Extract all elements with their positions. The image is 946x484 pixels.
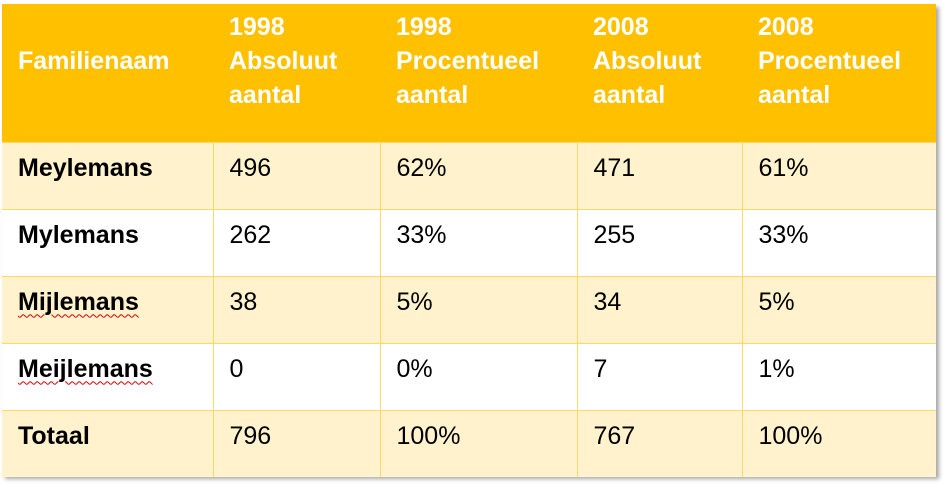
header-line: aantal [396, 81, 469, 109]
cell-text: 61% [758, 153, 809, 182]
cell-text: 471 [593, 153, 636, 182]
cell-text: Mylemans [18, 220, 139, 249]
row-label: Mylemans [2, 208, 213, 276]
header-line: aantal [229, 81, 302, 109]
header-line: Familienaam [18, 47, 170, 75]
cell-text: Meylemans [18, 153, 153, 182]
cell: 1% [741, 342, 936, 410]
cell: 33% [741, 208, 936, 276]
cell: 38 [212, 275, 380, 343]
row-label: Mijlemans [2, 275, 213, 343]
cell: 5% [379, 275, 577, 343]
cell: 5% [741, 275, 936, 343]
cell-text: 1% [758, 354, 795, 383]
cell-text: Totaal [18, 421, 90, 450]
cell-text: 33% [758, 220, 809, 249]
header-line: Procentueel [396, 47, 540, 75]
cell: 33% [379, 208, 577, 276]
cell-text: 767 [593, 421, 636, 450]
cell: 796 [212, 409, 380, 477]
cell: 471 [576, 141, 742, 209]
header-cell: 1998 Absoluut aantal [213, 4, 380, 142]
cell-text: 100% [396, 421, 461, 450]
header-line: 1998 [229, 13, 285, 41]
cell: 0 [212, 342, 380, 410]
row-label: Meijlemans [2, 342, 213, 410]
header-cell: 1998 Procentueel aantal [380, 4, 577, 142]
cell: 255 [576, 208, 742, 276]
header-line: Absoluut [229, 47, 338, 75]
table-row: Mijlemans 38 5% 34 5% [2, 275, 936, 343]
header-line: 2008 [758, 13, 814, 41]
row-label: Totaal [2, 409, 213, 477]
header-line: Procentueel [758, 47, 902, 75]
table-row: Totaal 796 100% 767 100% [2, 409, 936, 477]
cell-text: 5% [396, 287, 433, 316]
cell: 496 [212, 141, 380, 209]
cell: 100% [741, 409, 936, 477]
data-table: Familienaam 1998 Absoluut aantal 1998 Procent… [2, 4, 936, 477]
table-frame: Familienaam 1998 Absoluut aantal 1998 Procent… [2, 4, 936, 477]
cell-text: 7 [593, 354, 608, 383]
cell-text: 34 [593, 287, 622, 316]
cell-text: 796 [229, 421, 272, 450]
cell-text: 5% [758, 287, 795, 316]
cell: 0% [379, 342, 577, 410]
cell: 61% [741, 141, 936, 209]
header-row: Familienaam 1998 Absoluut aantal 1998 Procent… [2, 4, 936, 142]
cell: 62% [379, 141, 577, 209]
cell-text: 38 [229, 287, 258, 316]
table-body: Meylemans 496 62% 471 61% Mylemans 262 33% 255 33… [2, 141, 936, 477]
cell-text: Mijlemans [18, 287, 139, 316]
cell-text: 255 [593, 220, 636, 249]
cell-text: Meijlemans [18, 354, 153, 383]
cell-text: 62% [396, 153, 447, 182]
cell-text: 100% [758, 421, 823, 450]
header-line: aantal [758, 81, 831, 109]
cell: 767 [576, 409, 742, 477]
header-line: aantal [593, 81, 666, 109]
cell: 262 [212, 208, 380, 276]
cell-text: 0% [396, 354, 433, 383]
header-cell: Familienaam [2, 4, 213, 142]
cell-text: 33% [396, 220, 447, 249]
header-line: 2008 [593, 13, 649, 41]
cell-text: 496 [229, 153, 272, 182]
table-row: Meijlemans 0 0% 7 1% [2, 342, 936, 410]
cell: 34 [576, 275, 742, 343]
cell-text: 262 [229, 220, 272, 249]
cell: 100% [379, 409, 577, 477]
header-line: 1998 [396, 13, 452, 41]
header-cell: 2008 Absoluut aantal [577, 4, 742, 142]
cell: 7 [576, 342, 742, 410]
header-cell: 2008 Procentueel aantal [742, 4, 936, 142]
row-label: Meylemans [2, 141, 213, 209]
table-row: Mylemans 262 33% 255 33% [2, 208, 936, 276]
table-row: Meylemans 496 62% 471 61% [2, 141, 936, 209]
cell-text: 0 [229, 354, 244, 383]
header-line: Absoluut [593, 47, 702, 75]
